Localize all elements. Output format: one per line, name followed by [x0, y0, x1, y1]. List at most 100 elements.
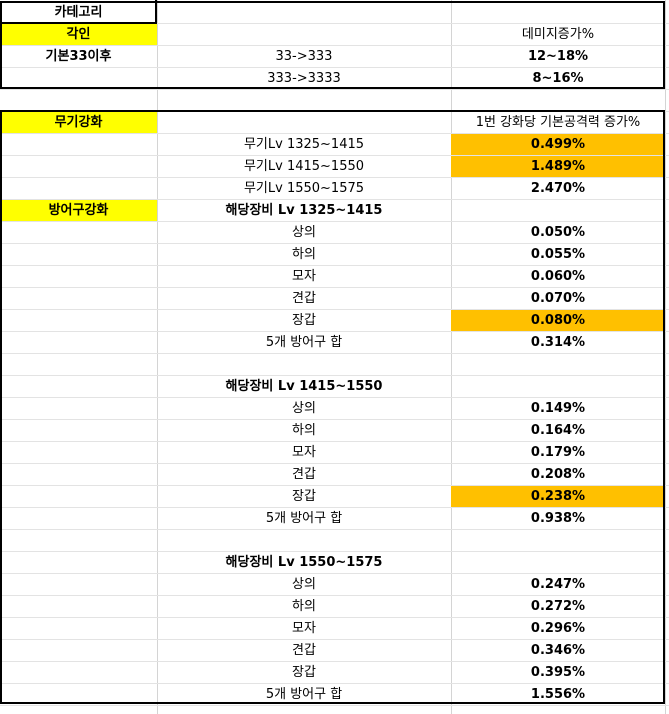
cell-c1[interactable]	[0, 552, 157, 574]
cell-c1[interactable]	[0, 332, 157, 354]
table-row	[0, 530, 669, 552]
cell-c3[interactable]: 0.060%	[530, 269, 586, 284]
cell-c1[interactable]	[0, 530, 157, 552]
cell-c2[interactable]: 장갑	[292, 489, 316, 504]
cell-c3[interactable]: 0.055%	[530, 247, 586, 262]
cell-c2[interactable]: 무기Lv 1415~1550	[243, 159, 365, 174]
cell-c2[interactable]: 33->333	[275, 49, 333, 64]
cell-c3[interactable]: 0.050%	[530, 225, 586, 240]
cell-c2[interactable]: 모자	[292, 621, 316, 636]
cell-c2[interactable]: 상의	[292, 401, 316, 416]
cell-c1[interactable]	[0, 508, 157, 530]
cell-c1[interactable]	[0, 178, 157, 200]
cell-c3[interactable]: 0.208%	[530, 467, 586, 482]
table-border-line	[663, 1, 665, 89]
cell-c2[interactable]: 견갑	[292, 291, 316, 306]
cell-c2[interactable]: 하의	[292, 423, 316, 438]
cell-c1[interactable]	[0, 288, 157, 310]
cell-c3[interactable]: 0.164%	[530, 423, 586, 438]
cell-c2[interactable]: 장갑	[292, 313, 316, 328]
cell-c2[interactable]	[157, 24, 451, 46]
cell-c1[interactable]	[0, 134, 157, 156]
cell-c3[interactable]: 0.395%	[530, 665, 586, 680]
cell-c3[interactable]	[451, 552, 665, 574]
cell-c1[interactable]	[0, 574, 157, 596]
cell-c3[interactable]: 1.556%	[530, 687, 586, 702]
table-row: 장갑 0.080%	[0, 310, 669, 332]
table-row: 5개 방어구 합 0.314%	[0, 332, 669, 354]
cell-c2[interactable]: 무기Lv 1550~1575	[243, 181, 365, 196]
cell-c1[interactable]	[0, 442, 157, 464]
cell-c3[interactable]	[451, 376, 665, 398]
cell-c1[interactable]	[0, 266, 157, 288]
cell-c3[interactable]	[451, 530, 665, 552]
cell-c2[interactable]: 5개 방어구 합	[265, 511, 343, 526]
cell-c1[interactable]: 카테고리	[54, 5, 103, 20]
table-row: 상의 0.247%	[0, 574, 669, 596]
cell-c2[interactable]: 하의	[292, 247, 316, 262]
cell-c3[interactable]: 0.938%	[530, 511, 586, 526]
cell-c1[interactable]	[0, 618, 157, 640]
cell-c2[interactable]: 상의	[292, 225, 316, 240]
cell-c1[interactable]: 기본33이후	[45, 49, 112, 64]
cell-c3[interactable]: 0.238%	[451, 486, 665, 508]
cell-c3[interactable]: 0.314%	[530, 335, 586, 350]
cell-c1[interactable]	[0, 464, 157, 486]
cell-c1[interactable]	[0, 156, 157, 178]
cell-c3[interactable]: 0.070%	[530, 291, 586, 306]
cell-c1[interactable]	[0, 640, 157, 662]
cell-c3[interactable]: 0.179%	[530, 445, 586, 460]
cell-c1[interactable]: 무기강화	[0, 112, 157, 134]
cell-c2[interactable]: 상의	[292, 577, 316, 592]
cell-c1[interactable]	[0, 596, 157, 618]
cell-c2[interactable]: 하의	[292, 599, 316, 614]
cell-c2[interactable]: 해당장비 Lv 1550~1575	[225, 555, 383, 570]
cell-c1[interactable]	[0, 354, 157, 376]
cell-c2[interactable]	[157, 90, 451, 112]
cell-c1[interactable]	[0, 662, 157, 684]
cell-c2[interactable]: 장갑	[292, 665, 316, 680]
cell-c1[interactable]	[0, 376, 157, 398]
cell-c3[interactable]	[451, 200, 665, 222]
cell-c1[interactable]	[0, 90, 157, 112]
cell-c2[interactable]: 모자	[292, 445, 316, 460]
cell-c3[interactable]: 1번 강화당 기본공격력 증가%	[475, 115, 641, 130]
cell-c1[interactable]	[0, 486, 157, 508]
cell-c1[interactable]	[0, 222, 157, 244]
cell-c3[interactable]: 0.272%	[530, 599, 586, 614]
cell-c3[interactable]: 1.489%	[451, 156, 665, 178]
cell-c2[interactable]: 해당장비 Lv 1415~1550	[225, 379, 383, 394]
cell-c1[interactable]	[0, 398, 157, 420]
cell-c3[interactable]	[451, 90, 665, 112]
cell-c1[interactable]: 방어구강화	[0, 200, 157, 222]
cell-c3[interactable]	[451, 2, 665, 24]
cell-c2[interactable]: 5개 방어구 합	[265, 687, 343, 702]
cell-c3[interactable]: 0.080%	[451, 310, 665, 332]
cell-c1[interactable]	[0, 420, 157, 442]
cell-c1[interactable]	[0, 310, 157, 332]
cell-c3[interactable]: 12~18%	[527, 49, 589, 64]
cell-c2[interactable]	[157, 112, 451, 134]
cell-c2[interactable]	[157, 530, 451, 552]
cell-c2[interactable]	[157, 2, 451, 24]
cell-c3[interactable]: 0.149%	[530, 401, 586, 416]
cell-c3[interactable]: 0.296%	[530, 621, 586, 636]
cell-c2[interactable]: 견갑	[292, 643, 316, 658]
cell-c3[interactable]: 0.247%	[530, 577, 586, 592]
cell-c2[interactable]	[157, 354, 451, 376]
column-divider	[665, 0, 666, 714]
cell-c2[interactable]: 5개 방어구 합	[265, 335, 343, 350]
cell-c3[interactable]	[451, 354, 665, 376]
cell-c2[interactable]: 해당장비 Lv 1325~1415	[225, 203, 383, 218]
cell-c1[interactable]: 각인	[0, 24, 157, 46]
cell-c2[interactable]: 견갑	[292, 467, 316, 482]
cell-c3[interactable]: 8~16%	[532, 71, 584, 86]
cell-c3[interactable]: 0.499%	[451, 134, 665, 156]
cell-c2[interactable]: 모자	[292, 269, 316, 284]
cell-c2[interactable]: 333->3333	[267, 71, 341, 86]
cell-c3[interactable]: 0.346%	[530, 643, 586, 658]
cell-c2[interactable]: 무기Lv 1325~1415	[243, 137, 365, 152]
cell-c3[interactable]: 2.470%	[530, 181, 586, 196]
cell-c3[interactable]: 데미지증가%	[521, 27, 595, 42]
cell-c1[interactable]	[0, 244, 157, 266]
